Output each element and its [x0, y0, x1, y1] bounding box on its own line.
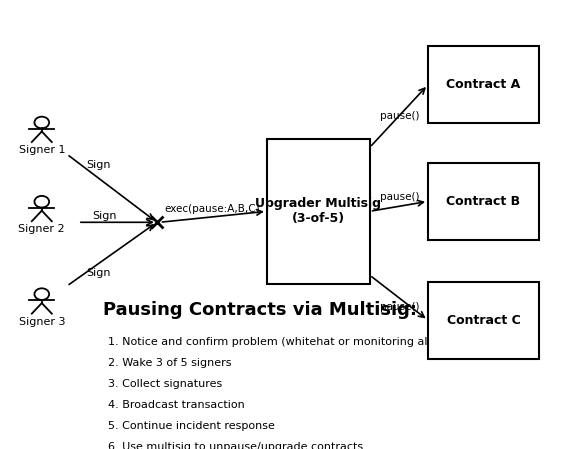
Text: Sign: Sign — [86, 268, 111, 278]
Text: Upgrader Multisig
(3-of-5): Upgrader Multisig (3-of-5) — [255, 197, 381, 225]
Text: Sign: Sign — [86, 160, 111, 170]
Text: 6. Use multisig to unpause/upgrade contracts: 6. Use multisig to unpause/upgrade contr… — [108, 442, 363, 449]
Text: Pausing Contracts via Multisig:: Pausing Contracts via Multisig: — [103, 301, 417, 319]
Text: Sign: Sign — [92, 211, 116, 221]
Bar — [428, 163, 539, 240]
Text: Signer 2: Signer 2 — [19, 224, 65, 234]
Text: 3. Collect signatures: 3. Collect signatures — [108, 379, 223, 389]
Text: 1. Notice and confirm problem (whitehat or monitoring alert): 1. Notice and confirm problem (whitehat … — [108, 337, 448, 347]
Text: exec(pause:A,B,C): exec(pause:A,B,C) — [164, 204, 260, 214]
Text: Contract A: Contract A — [446, 78, 521, 91]
Bar — [428, 46, 539, 123]
Text: 2. Wake 3 of 5 signers: 2. Wake 3 of 5 signers — [108, 358, 232, 368]
Text: pause(): pause() — [380, 192, 420, 202]
Bar — [428, 282, 539, 359]
Text: Contract C: Contract C — [447, 314, 521, 327]
Text: pause(): pause() — [380, 111, 420, 121]
Text: Signer 1: Signer 1 — [19, 145, 65, 155]
Bar — [267, 139, 370, 284]
Text: Contract B: Contract B — [446, 195, 521, 208]
Text: pause(): pause() — [380, 302, 420, 312]
Text: 5. Continue incident response: 5. Continue incident response — [108, 421, 276, 431]
Text: 4. Broadcast transaction: 4. Broadcast transaction — [108, 400, 245, 410]
Text: Signer 3: Signer 3 — [19, 317, 65, 327]
